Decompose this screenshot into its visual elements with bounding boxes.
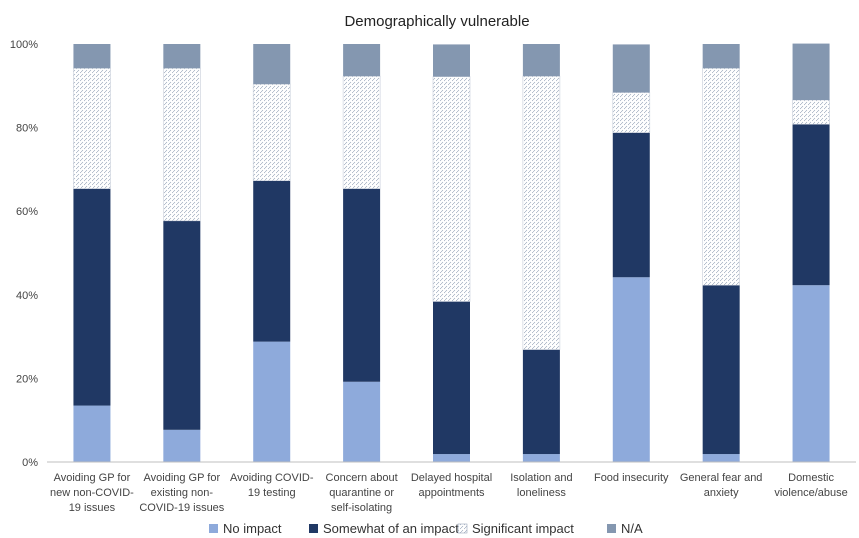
y-tick-label: 0% [22,457,38,469]
x-tick-label: General fear and anxiety [680,472,763,499]
x-tick-label-line: Delayed hospital [411,472,492,484]
bar-segment [523,350,560,455]
x-tick-label: Food insecurity [594,472,669,484]
bar-segment [523,454,560,462]
legend-label: Significant impact [472,521,574,536]
legend-label: N/A [621,521,643,536]
bar-segment [523,44,560,76]
legend-label: No impact [223,521,282,536]
bar-segment [253,84,290,181]
bar-segment [613,277,650,462]
x-tick-label-line: Avoiding COVID- [230,472,314,484]
bar-segment [163,44,200,68]
x-tick-label: Concern about quarantine or self-isolating [326,472,398,514]
y-tick-label: 40% [16,290,38,302]
x-tick-label-line: self-isolating [331,502,392,514]
bar-segment [253,181,290,342]
x-tick-label-line: loneliness [517,487,566,499]
x-tick-label-line: Food insecurity [594,472,669,484]
x-tick-label-line: existing non- [151,487,214,499]
x-axis: Avoiding GP for new non-COVID-19 issuesAv… [50,472,848,514]
bar-segment [163,68,200,221]
x-tick-label-line: new non-COVID- [50,487,134,499]
y-tick-label: 20% [16,373,38,385]
legend-swatch [309,524,318,533]
legend-swatch [607,524,616,533]
bar-segment [343,76,380,188]
bar-segment [253,44,290,84]
x-tick-label-line: quarantine or [329,487,394,499]
y-tick-label: 60% [16,206,38,218]
bar-segment [73,68,110,188]
bar-segment [703,44,740,68]
chart-title: Demographically vulnerable [344,13,529,30]
x-tick-label-line: 19 testing [248,487,296,499]
bar-segment [73,189,110,406]
bar-segment [793,100,830,124]
x-tick-label: Avoiding COVID- 19 testing [230,472,314,499]
bar-segment [703,285,740,454]
x-tick-label-line: Concern about [326,472,398,484]
x-tick-label-line: COVID-19 issues [139,502,224,514]
bar-segment [793,285,830,462]
bar-segment [343,382,380,462]
bar-segment [253,342,290,462]
bar-segment [433,44,470,76]
bar-segment [433,77,470,302]
x-tick-label-line: Avoiding GP for [54,472,131,484]
x-tick-label-line: appointments [418,487,485,499]
bar-segment [523,76,560,349]
bar-segment [793,44,830,100]
bar-segment [343,44,380,76]
bar-segment [613,92,650,132]
bar-segment [613,133,650,278]
bar-segment [793,124,830,285]
x-tick-label: Avoiding GP for new non-COVID- 19 issues [50,472,134,514]
x-tick-label-line: violence/abuse [774,487,847,499]
legend: No impact Somewhat of an impact Significan… [209,521,643,536]
y-tick-label: 80% [16,123,38,135]
bar-segment [703,68,740,285]
bar-segment [73,406,110,462]
bars [73,44,829,462]
y-axis: 0% 20% 40% 60% 80% 100% [10,39,38,469]
x-tick-label: Avoiding GP for existing non- COVID-19 iss… [139,472,224,514]
bar-segment [433,301,470,454]
bar-segment [703,454,740,462]
legend-label: Somewhat of an impact [323,521,459,536]
x-tick-label-line: Isolation and [510,472,572,484]
x-tick-label-line: Domestic [788,472,834,484]
y-tick-label: 100% [10,39,38,51]
x-tick-label: Domestic violence/abuse [774,472,847,499]
x-tick-label-line: anxiety [704,487,739,499]
bar-segment [343,189,380,382]
bar-segment [73,44,110,68]
x-tick-label-line: General fear and [680,472,763,484]
x-tick-label-line: Avoiding GP for [144,472,221,484]
bar-segment [433,454,470,462]
x-tick-label-line: 19 issues [69,502,116,514]
bar-segment [163,430,200,462]
bar-segment [163,221,200,430]
bar-segment [613,44,650,92]
legend-swatch [458,524,467,533]
x-tick-label: Isolation and loneliness [510,472,572,499]
x-tick-label: Delayed hospital appointments [411,472,492,499]
legend-swatch [209,524,218,533]
